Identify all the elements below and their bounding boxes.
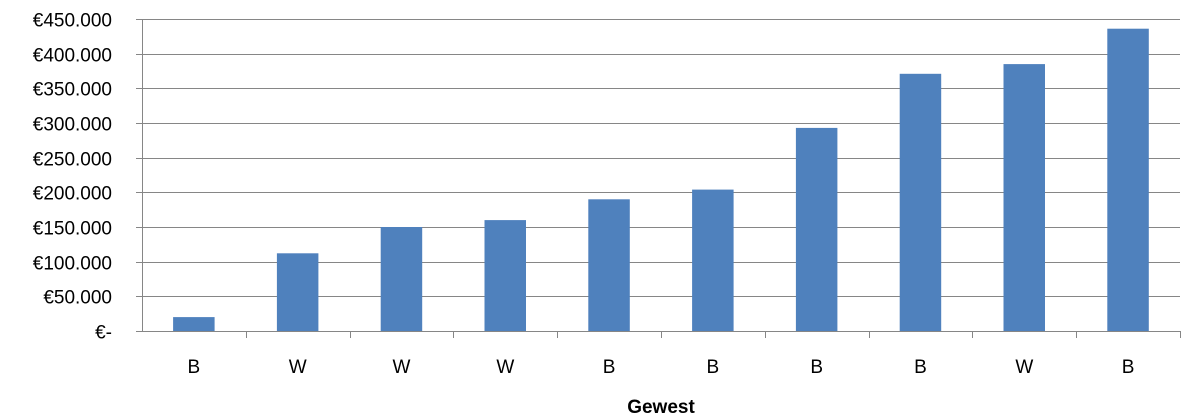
- x-axis-title: Gewest: [627, 397, 695, 418]
- bar: [276, 253, 319, 331]
- x-tick-label: B: [188, 357, 201, 378]
- bars: [173, 28, 1149, 332]
- y-tick-label: €-: [95, 323, 112, 344]
- bar: [1003, 64, 1045, 331]
- bar: [173, 317, 215, 331]
- y-tick-label: €400.000: [33, 46, 112, 67]
- y-tick-label: €200.000: [33, 184, 112, 205]
- y-tick-label: €450.000: [33, 11, 112, 32]
- x-tick-label: W: [393, 357, 411, 378]
- y-tick-label: €350.000: [33, 80, 112, 101]
- tick-labels: €- €50.000 €100.000 €150.000 €200.000 €250.00…: [33, 11, 1135, 379]
- x-tick-label: W: [496, 357, 514, 378]
- bar: [380, 227, 423, 331]
- bar: [899, 73, 942, 332]
- y-tick-label: €300.000: [33, 115, 112, 136]
- bar: [692, 189, 734, 331]
- x-tick-label: B: [707, 357, 720, 378]
- bar: [795, 127, 838, 332]
- x-tick-label: B: [603, 357, 616, 378]
- y-tick-label: €100.000: [33, 254, 112, 275]
- bar: [588, 199, 630, 331]
- x-tick-label: B: [810, 357, 823, 378]
- x-tick-label: W: [1015, 357, 1033, 378]
- y-tick-label: €50.000: [43, 288, 112, 309]
- axes: [136, 19, 1181, 338]
- x-tick-label: B: [1122, 357, 1135, 378]
- y-tick-label: €150.000: [33, 219, 112, 240]
- y-tick-label: €250.000: [33, 150, 112, 171]
- x-tick-label: W: [289, 357, 307, 378]
- x-tick-label: B: [914, 357, 927, 378]
- bar: [1107, 28, 1149, 331]
- bar: [484, 220, 526, 331]
